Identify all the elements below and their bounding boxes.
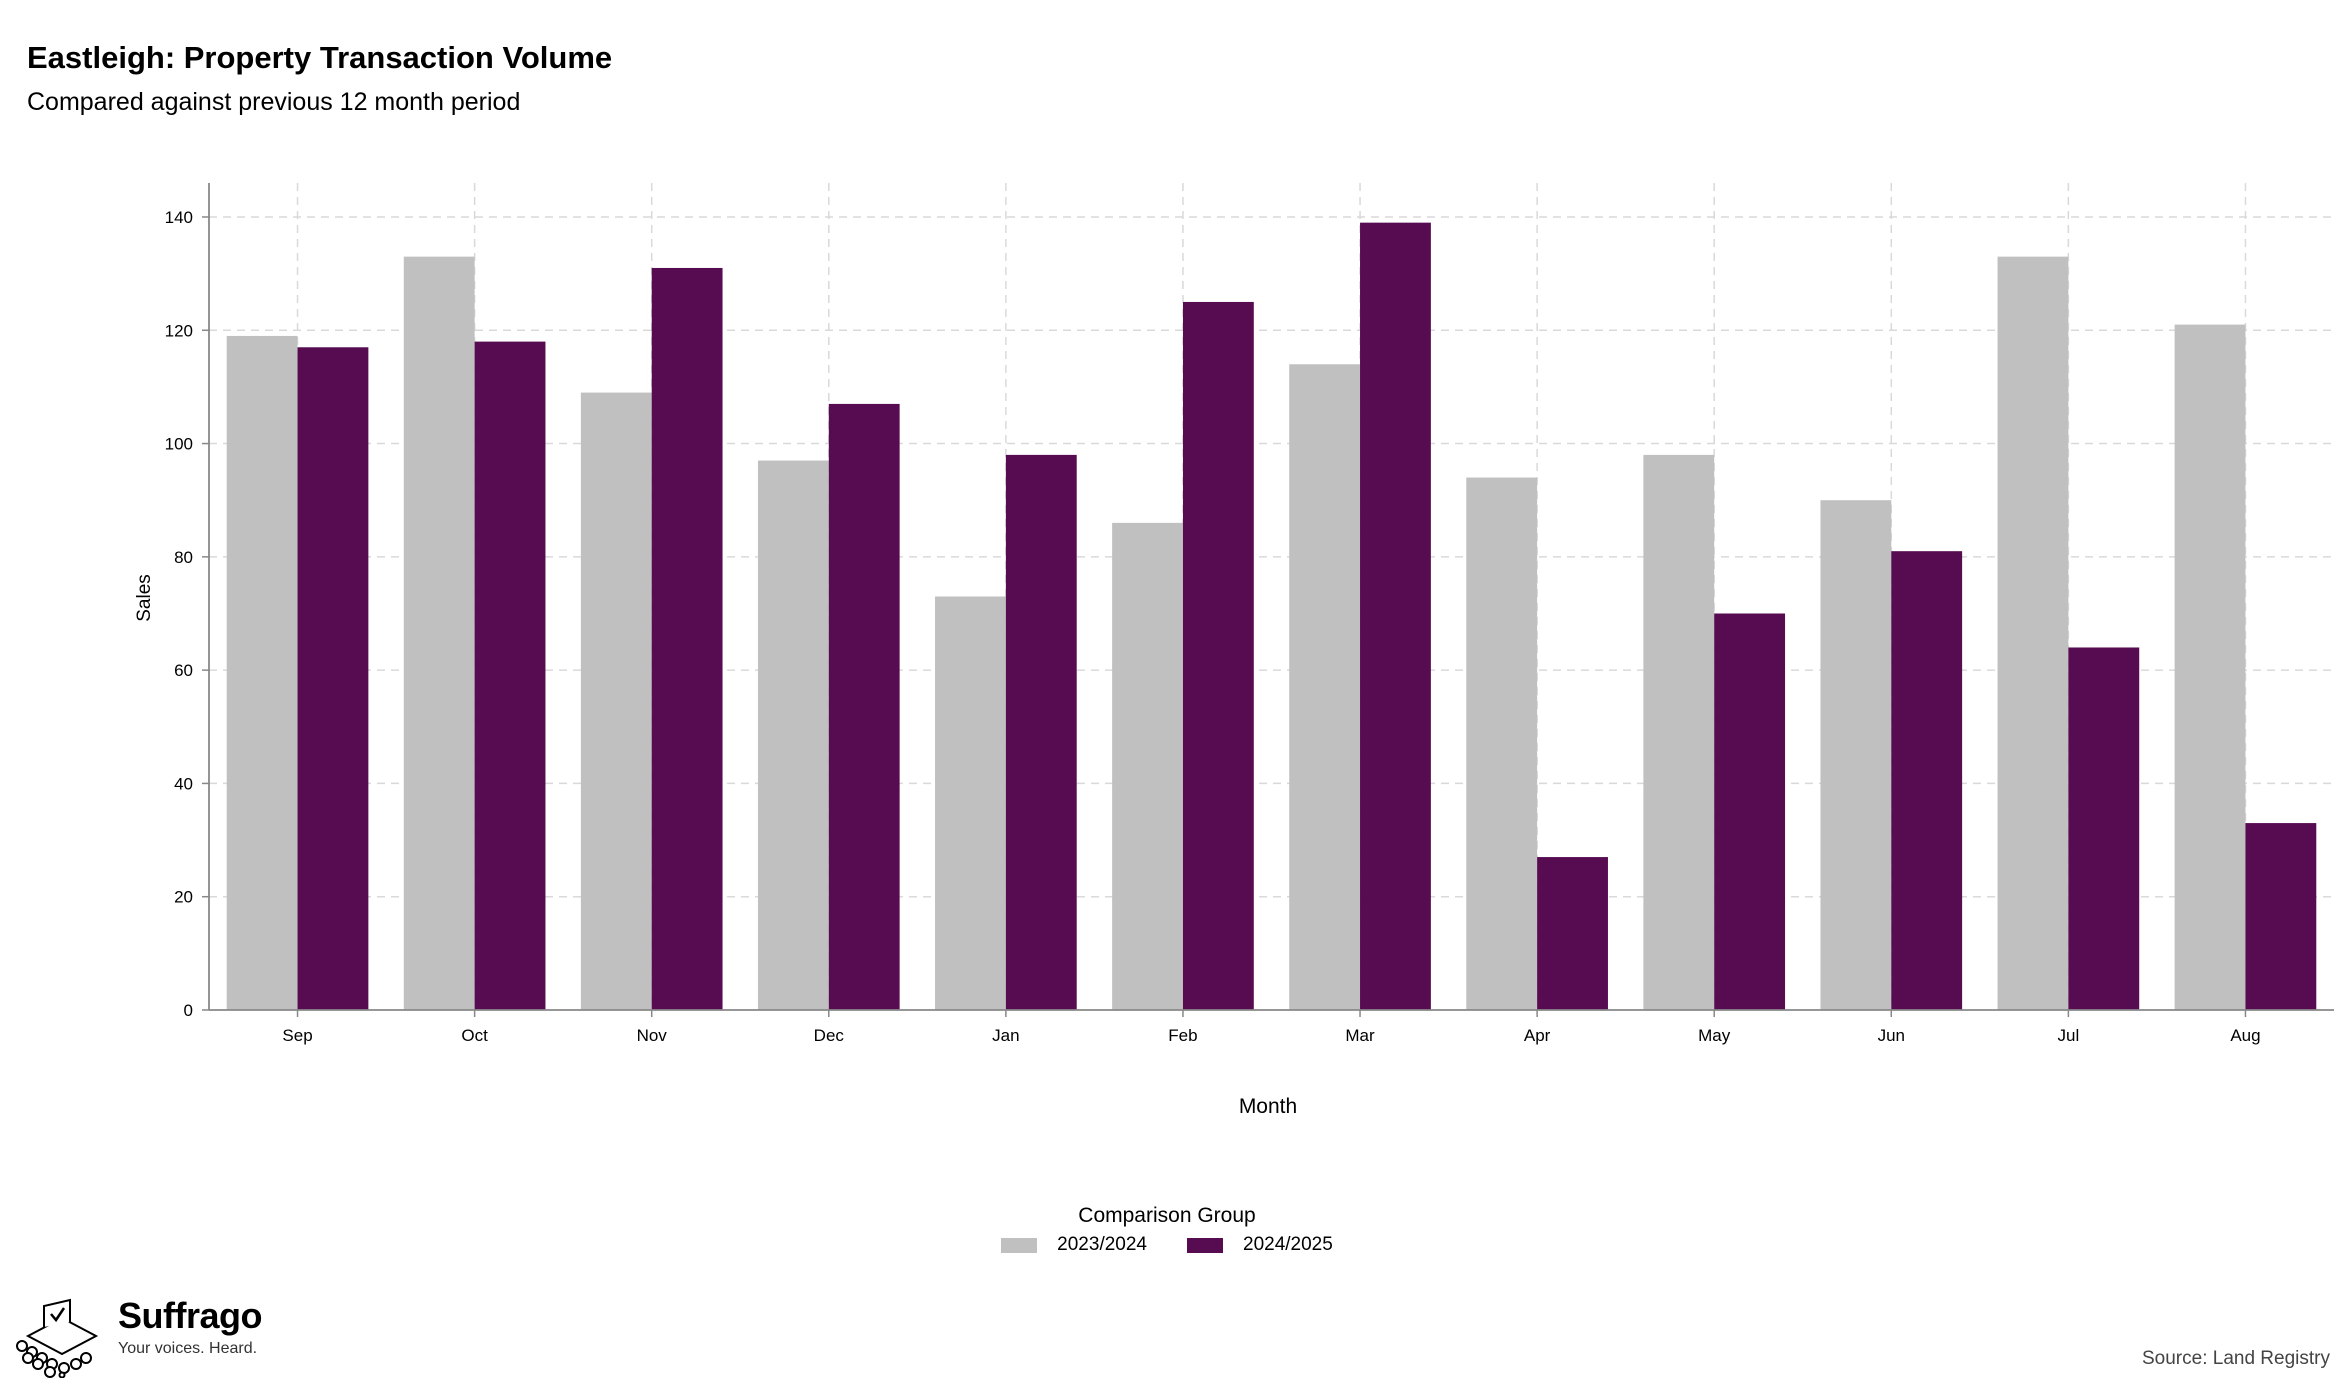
legend-item-2024-2025: 2024/2025: [1187, 1234, 1333, 1256]
bar-2023-2024-sep: [226, 335, 298, 1010]
x-tick-label: Nov: [637, 1026, 668, 1045]
bar-2023-2024-aug: [2174, 324, 2246, 1010]
brand-name: Suffrago: [118, 1295, 263, 1336]
bar-2024-2025-feb: [1182, 301, 1254, 1011]
x-tick-label: Dec: [814, 1026, 845, 1045]
bar-2024-2025-mar: [1360, 222, 1431, 1010]
bar-2024-2025-jan: [1005, 454, 1077, 1011]
x-tick-label: Oct: [461, 1026, 488, 1045]
y-tick-label: 20: [174, 888, 193, 907]
bar-2023-2024-dec: [757, 460, 829, 1010]
ballot-box-icon: [16, 1298, 99, 1378]
legend-item-2023-2024: 2023/2024: [1001, 1234, 1147, 1256]
x-tick-label: Sep: [282, 1026, 312, 1045]
brand-logo: Suffrago Your voices. Heard.: [14, 1295, 263, 1378]
x-tick-label: Jul: [2058, 1026, 2080, 1045]
bar-2023-2024-oct: [403, 256, 475, 1011]
bar-2023-2024-nov: [580, 392, 652, 1011]
y-tick-label: 100: [165, 435, 193, 454]
x-tick-label: Jan: [992, 1026, 1019, 1045]
bar-2024-2025-may: [1714, 613, 1786, 1010]
chart-subtitle: Compared against previous 12 month perio…: [27, 88, 521, 116]
y-tick-labels: 0 20 40 60 80 100 120 140: [165, 208, 209, 1020]
x-axis-label: Month: [1239, 1095, 1297, 1118]
brand-tagline: Your voices. Heard.: [118, 1340, 258, 1357]
legend: 2023/2024 2024/2025: [0, 1234, 2334, 1256]
x-tick-label: Feb: [1168, 1026, 1197, 1045]
bar-2024-2025-jun: [1891, 551, 1963, 1010]
x-tick-label: Mar: [1345, 1026, 1375, 1045]
y-tick-label: 140: [165, 208, 193, 227]
x-tick-label: Jun: [1878, 1026, 1905, 1045]
y-tick-label: 40: [174, 774, 193, 793]
legend-swatch-2024-2025: [1187, 1237, 1223, 1253]
x-tick-label: Aug: [2230, 1026, 2260, 1045]
bar-2024-2025-apr: [1537, 857, 1608, 1010]
y-axis-label: Sales: [134, 574, 155, 622]
axes: [208, 183, 2334, 1011]
bar-2024-2025-nov: [651, 267, 723, 1010]
bar-2023-2024-jul: [1997, 256, 2069, 1011]
x-tick-label: May: [1698, 1026, 1731, 1045]
bar-2024-2025-aug: [2245, 823, 2317, 1010]
bar-2024-2025-jul: [2068, 647, 2140, 1010]
bar-2024-2025-dec: [828, 403, 900, 1010]
y-tick-label: 60: [174, 661, 193, 680]
legend-label-2024-2025: 2024/2025: [1243, 1234, 1333, 1255]
chart-title: Eastleigh: Property Transaction Volume: [27, 40, 613, 75]
legend-label-2023-2024: 2023/2024: [1057, 1234, 1147, 1255]
bar-2024-2025-sep: [297, 347, 369, 1011]
bars: [226, 222, 2317, 1011]
y-tick-label: 120: [165, 321, 193, 340]
bar-2023-2024-feb: [1112, 522, 1183, 1010]
bar-2024-2025-oct: [474, 341, 546, 1010]
bar-2023-2024-apr: [1466, 477, 1538, 1010]
x-tick-labels: Sep Oct Nov Dec Jan Feb Mar Apr May Jun Jul Aug: [282, 1010, 2261, 1045]
legend-title: Comparison Group: [1078, 1204, 1256, 1227]
bar-2023-2024-mar: [1289, 364, 1361, 1011]
bar-chart: 0 20 40 60 80 100 120 140 Sep Oct Nov Dec Jan Feb Mar…: [134, 183, 2334, 1118]
bar-2023-2024-may: [1643, 454, 1715, 1011]
y-tick-label: 80: [174, 548, 193, 567]
legend-swatch-2023-2024: [1001, 1237, 1038, 1253]
x-tick-label: Apr: [1524, 1026, 1551, 1045]
bar-2023-2024-jun: [1820, 500, 1892, 1010]
source-note: Source: Land Registry: [2142, 1348, 2330, 1369]
bar-2023-2024-jan: [935, 596, 1006, 1010]
y-tick-label: 0: [184, 1001, 193, 1020]
